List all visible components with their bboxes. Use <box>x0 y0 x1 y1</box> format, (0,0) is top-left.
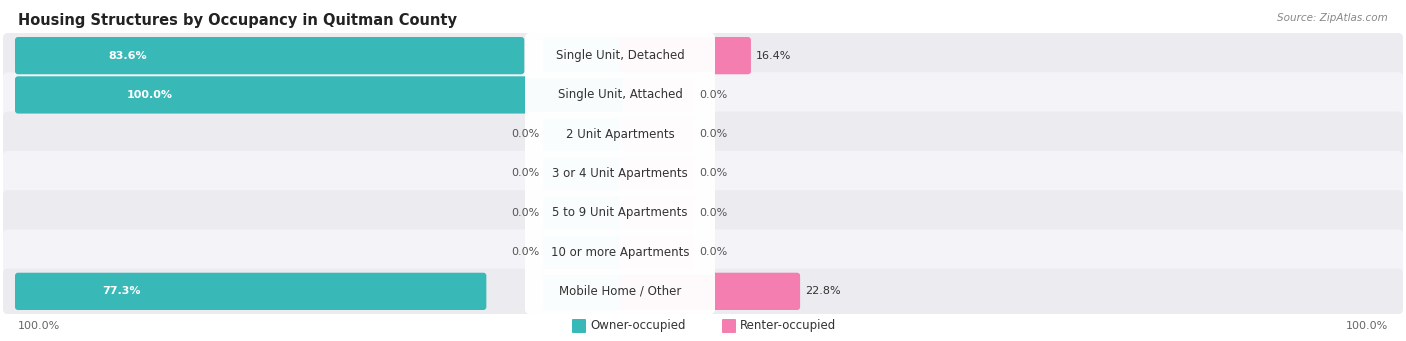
Text: Source: ZipAtlas.com: Source: ZipAtlas.com <box>1277 13 1388 23</box>
Text: 0.0%: 0.0% <box>699 208 727 218</box>
Text: 2 Unit Apartments: 2 Unit Apartments <box>565 128 675 141</box>
Text: 0.0%: 0.0% <box>512 129 540 139</box>
FancyBboxPatch shape <box>572 319 586 333</box>
Text: 100.0%: 100.0% <box>127 90 173 100</box>
Text: 100.0%: 100.0% <box>1346 321 1388 331</box>
Text: 0.0%: 0.0% <box>699 90 727 100</box>
FancyBboxPatch shape <box>3 190 1403 235</box>
FancyBboxPatch shape <box>524 112 716 157</box>
Text: Single Unit, Attached: Single Unit, Attached <box>558 88 682 101</box>
FancyBboxPatch shape <box>15 76 623 114</box>
FancyBboxPatch shape <box>15 273 486 310</box>
FancyBboxPatch shape <box>619 37 695 74</box>
FancyBboxPatch shape <box>524 190 716 235</box>
Text: Housing Structures by Occupancy in Quitman County: Housing Structures by Occupancy in Quitm… <box>18 13 457 28</box>
FancyBboxPatch shape <box>543 234 621 271</box>
FancyBboxPatch shape <box>543 116 621 153</box>
Text: 100.0%: 100.0% <box>18 321 60 331</box>
Text: 77.3%: 77.3% <box>101 286 141 296</box>
Text: 16.4%: 16.4% <box>756 51 792 61</box>
FancyBboxPatch shape <box>723 319 735 333</box>
FancyBboxPatch shape <box>3 72 1403 118</box>
FancyBboxPatch shape <box>15 37 524 74</box>
Text: 0.0%: 0.0% <box>512 247 540 257</box>
Text: 5 to 9 Unit Apartments: 5 to 9 Unit Apartments <box>553 206 688 219</box>
FancyBboxPatch shape <box>543 273 621 310</box>
FancyBboxPatch shape <box>524 151 716 196</box>
FancyBboxPatch shape <box>619 234 695 271</box>
FancyBboxPatch shape <box>524 229 716 275</box>
Text: Mobile Home / Other: Mobile Home / Other <box>558 285 681 298</box>
FancyBboxPatch shape <box>3 151 1403 196</box>
Text: 0.0%: 0.0% <box>512 168 540 178</box>
FancyBboxPatch shape <box>619 155 695 192</box>
FancyBboxPatch shape <box>619 116 695 153</box>
Text: 83.6%: 83.6% <box>108 51 148 61</box>
FancyBboxPatch shape <box>524 269 716 314</box>
Text: Renter-occupied: Renter-occupied <box>740 320 837 332</box>
Text: Single Unit, Detached: Single Unit, Detached <box>555 49 685 62</box>
FancyBboxPatch shape <box>3 112 1403 157</box>
FancyBboxPatch shape <box>543 37 621 74</box>
FancyBboxPatch shape <box>543 155 621 192</box>
FancyBboxPatch shape <box>3 229 1403 275</box>
FancyBboxPatch shape <box>619 76 695 114</box>
FancyBboxPatch shape <box>619 273 695 310</box>
Text: 0.0%: 0.0% <box>699 129 727 139</box>
FancyBboxPatch shape <box>3 269 1403 314</box>
FancyBboxPatch shape <box>543 194 621 232</box>
Text: 10 or more Apartments: 10 or more Apartments <box>551 246 689 258</box>
Text: 22.8%: 22.8% <box>806 286 841 296</box>
Text: 3 or 4 Unit Apartments: 3 or 4 Unit Apartments <box>553 167 688 180</box>
Text: 0.0%: 0.0% <box>699 168 727 178</box>
Text: 0.0%: 0.0% <box>512 208 540 218</box>
Text: Owner-occupied: Owner-occupied <box>591 320 686 332</box>
FancyBboxPatch shape <box>619 194 695 232</box>
FancyBboxPatch shape <box>619 37 751 74</box>
FancyBboxPatch shape <box>3 33 1403 78</box>
Text: 0.0%: 0.0% <box>699 247 727 257</box>
FancyBboxPatch shape <box>619 273 800 310</box>
FancyBboxPatch shape <box>524 72 716 118</box>
FancyBboxPatch shape <box>524 33 716 78</box>
